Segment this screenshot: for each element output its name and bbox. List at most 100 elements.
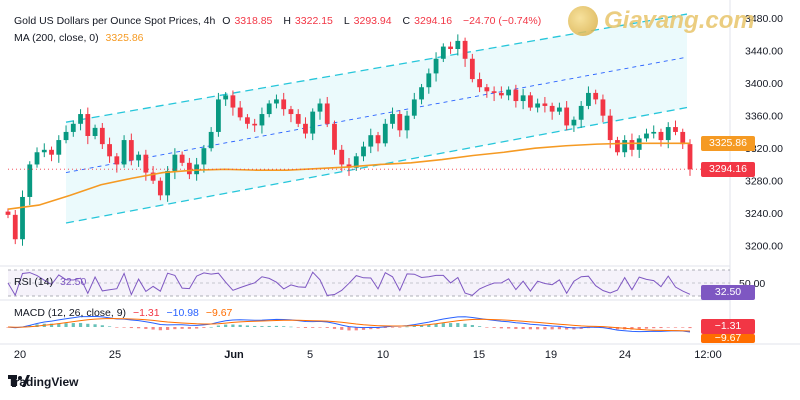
candle-body — [477, 79, 482, 88]
x-tick-label: 20 — [14, 349, 26, 361]
candle-body — [216, 99, 221, 132]
macd-histogram-bar — [57, 323, 61, 327]
macd-histogram-bar — [557, 327, 562, 330]
candle-body — [658, 131, 664, 141]
candle-body — [593, 92, 599, 100]
rsi-value: 32.50 — [60, 276, 87, 288]
candle-body — [266, 103, 272, 115]
candle-body — [419, 87, 424, 100]
candle-body — [150, 172, 156, 181]
macd-histogram-bar — [180, 327, 184, 329]
candle-body — [99, 127, 105, 145]
macd-histogram-bar — [238, 324, 242, 327]
candle-body — [586, 92, 591, 106]
macd-legend: MACD (12, 26, close, 9) −1.31 −10.98 −9.… — [14, 307, 236, 319]
candle-body — [346, 164, 352, 168]
candle-body — [491, 91, 497, 93]
candle-body — [578, 105, 584, 120]
macd-histogram-bar — [253, 325, 257, 327]
candle-body — [201, 148, 207, 165]
candle-body — [303, 123, 308, 134]
candle-body — [223, 95, 229, 100]
macd-histogram-bar — [158, 327, 162, 331]
candle-body — [27, 164, 33, 197]
macd-histogram-bar — [514, 327, 518, 329]
candle-body — [600, 99, 606, 116]
macd-histogram-bar — [136, 327, 141, 329]
signal-line — [7, 317, 691, 332]
tradingview-logo[interactable]: TradingView — [8, 375, 78, 389]
y-tick-label: 3440.00 — [745, 46, 783, 58]
macd-histogram-bar — [477, 326, 482, 327]
channel-mid-line — [65, 56, 688, 174]
rsi-legend: RSI (14) 32.50 — [14, 276, 90, 288]
y-tick-label: 3480.00 — [745, 13, 783, 25]
candle-body — [564, 107, 570, 126]
macd-histogram-bar — [260, 326, 264, 327]
candle-body — [121, 140, 127, 165]
candle-body — [324, 103, 330, 124]
y-tick-label: 3200.00 — [745, 241, 783, 253]
macd-histogram-bar — [499, 327, 503, 329]
candle-body — [12, 214, 18, 240]
candle-body — [49, 149, 54, 155]
macd-histogram-bar — [412, 325, 416, 327]
candle-body — [687, 144, 693, 170]
macd-histogram-bar — [289, 326, 293, 328]
macd-histogram-bar — [64, 323, 68, 327]
high-value: 3322.15 — [294, 15, 333, 27]
candle-body — [34, 152, 40, 165]
candle-body — [520, 95, 526, 102]
candle-body — [375, 135, 381, 144]
candle-body — [208, 131, 214, 149]
macd-histogram-bar — [492, 327, 496, 328]
macd-histogram-bar — [427, 324, 431, 327]
macd-histogram-bar — [144, 327, 148, 329]
candle-body — [673, 127, 678, 132]
macd-histogram-bar — [224, 324, 228, 327]
macd-histogram-bar — [332, 327, 337, 329]
candle-body — [390, 114, 395, 124]
macd-label: MACD (12, 26, close, 9) — [14, 307, 127, 319]
rsi-price-tag: 32.50 — [701, 285, 755, 300]
candle-body — [651, 131, 657, 134]
candle-body — [636, 138, 642, 150]
ma-label: MA (200, close, 0) — [14, 32, 99, 44]
macd-histogram-bar — [347, 327, 351, 331]
candle-body — [542, 103, 548, 106]
candle-body — [179, 154, 185, 163]
change-value: −24.70 (−0.74%) — [463, 15, 542, 27]
macd-histogram-bar — [311, 327, 315, 328]
macd-histogram-bar — [282, 326, 286, 327]
macd-line-value: −10.98 — [166, 307, 199, 319]
symbol-title: Gold US Dollars per Ounce Spot Prices, 4… — [14, 15, 216, 27]
macd-histogram-bar — [78, 322, 83, 327]
candle-body — [85, 114, 91, 136]
candle-body — [259, 114, 265, 126]
macd-histogram-bar — [231, 324, 235, 327]
candle-body — [56, 140, 62, 155]
macd-histogram-bar — [107, 326, 112, 327]
macd-histogram-bar — [129, 327, 133, 329]
x-tick-label: 24 — [619, 349, 631, 361]
candle-body — [295, 114, 301, 124]
watermark: Giavang.com — [568, 6, 755, 36]
macd-histogram-bar — [195, 327, 199, 329]
macd-histogram-bar — [543, 327, 547, 330]
macd-histogram-bar — [369, 327, 373, 330]
macd-histogram-bar — [608, 327, 612, 329]
x-tick-label: 5 — [307, 349, 313, 361]
candle-body — [245, 117, 250, 124]
macd-histogram-bar — [536, 327, 540, 330]
macd-histogram-bar — [28, 325, 32, 327]
candle-body — [143, 154, 149, 173]
candle-body — [629, 140, 635, 150]
candle-body — [172, 154, 178, 171]
x-tick-label: 10 — [377, 349, 389, 361]
candle-body — [107, 144, 112, 157]
close-price-tag: 3294.16 — [701, 162, 755, 177]
macd-histogram-bar — [688, 327, 692, 329]
macd-histogram-bar — [325, 327, 329, 328]
